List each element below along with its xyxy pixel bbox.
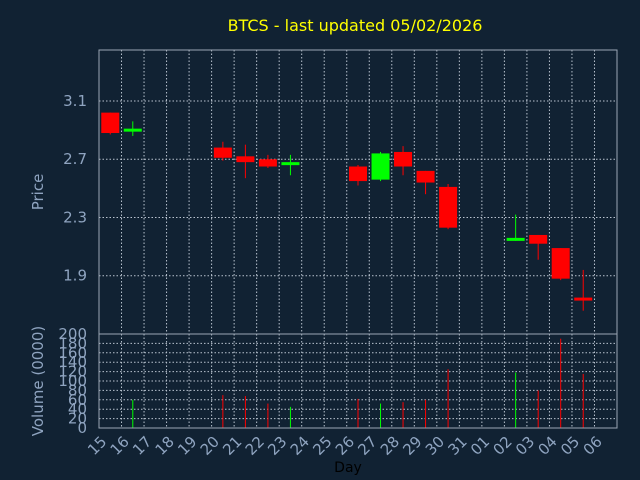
x-axis-label: Day <box>334 460 362 476</box>
price-panel: 3.1 2.7 2.3 1.9 <box>63 49 618 335</box>
candle-body <box>439 186 458 228</box>
candle-body <box>123 128 142 132</box>
candle-body <box>371 153 390 180</box>
volume-tick-label: 80 <box>68 381 87 399</box>
candle-body <box>349 166 367 182</box>
x-tick-label: 06 <box>580 433 606 459</box>
candle-body <box>529 234 548 244</box>
price-tick-label: 2.7 <box>63 150 87 168</box>
candle-body <box>416 170 435 183</box>
candle-body <box>574 297 593 301</box>
price-tick-label: 1.9 <box>63 267 87 285</box>
candle-body <box>101 112 120 134</box>
chart-title: BTCS - last updated 05/02/2026 <box>228 16 483 35</box>
volume-tick-label: 0 <box>77 419 87 437</box>
volume-tick-label: 20 <box>68 410 87 428</box>
candle-body <box>281 162 300 166</box>
candle-body <box>213 147 232 158</box>
price-tick-label: 3.1 <box>63 92 87 110</box>
volume-tick-label: 140 <box>58 353 87 371</box>
candle-body <box>258 159 277 167</box>
candle-body <box>394 151 413 167</box>
candle-body <box>551 248 570 279</box>
candle-body <box>236 156 255 163</box>
volume-tick-label: 180 <box>58 334 87 352</box>
candle-body <box>506 237 525 241</box>
volume-tick-label: 160 <box>58 344 87 362</box>
volume-tick-label: 60 <box>68 391 87 409</box>
x-tick-labels: 1516171819202122232425262728293031010203… <box>84 433 606 459</box>
volume-tick-label: 40 <box>68 400 87 418</box>
price-axis-label: Price <box>29 174 47 211</box>
volume-panel-frame <box>98 333 618 429</box>
volume-tick-label: 100 <box>58 372 87 390</box>
volume-tick-label: 120 <box>58 363 87 381</box>
price-tick-label: 2.3 <box>63 208 87 226</box>
price-panel-frame <box>98 49 618 335</box>
volume-axis-label: Volume (0000) <box>29 326 47 436</box>
volume-tick-label: 200 <box>58 325 87 343</box>
